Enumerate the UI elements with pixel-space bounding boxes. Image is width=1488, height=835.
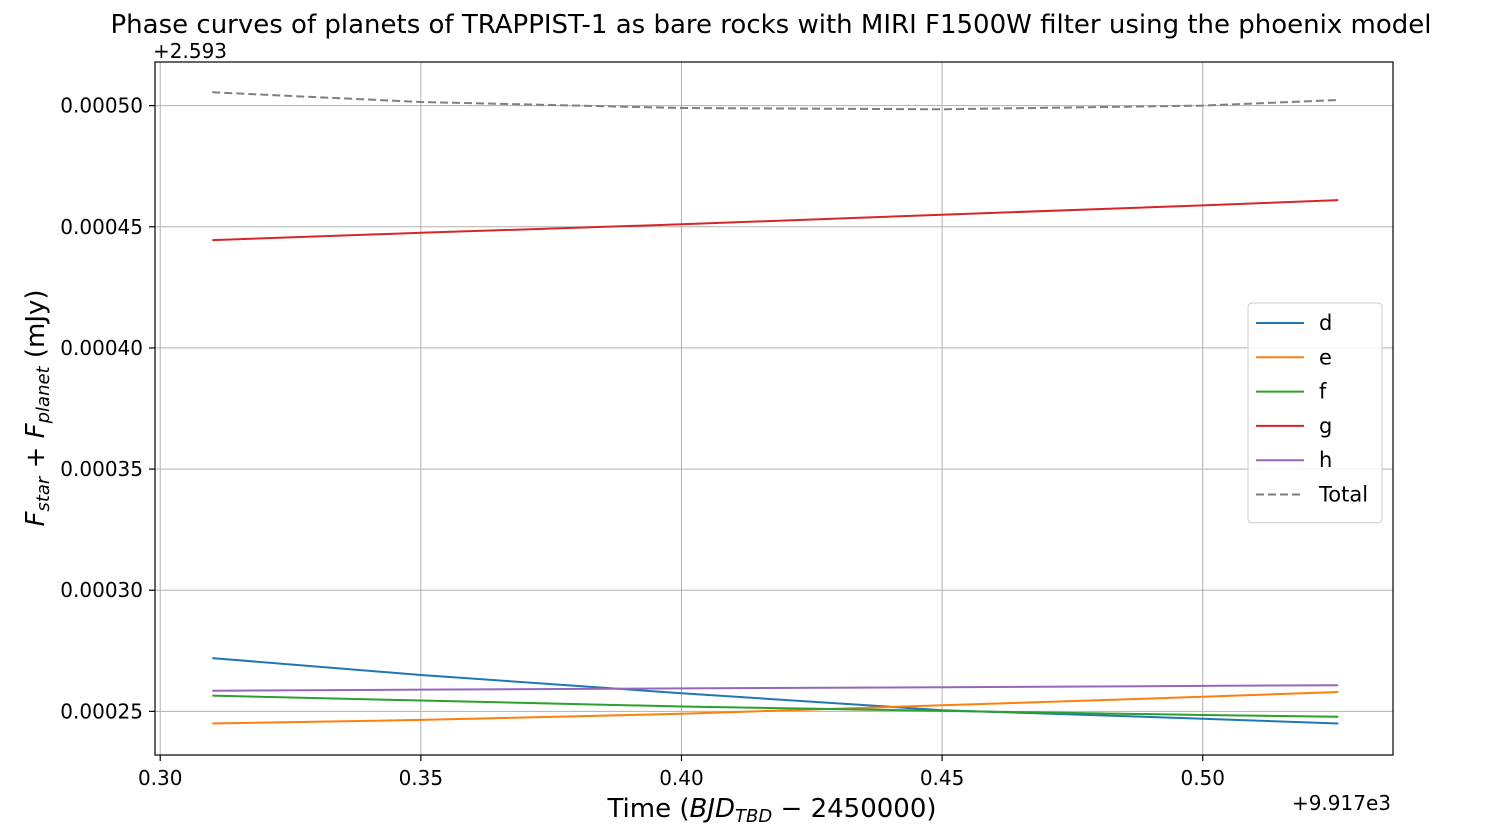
x-axis-label: Time (BJDTBD − 2450000): [606, 794, 936, 827]
series-lines: [212, 91, 1339, 725]
x-axis-label-prefix: Time (: [606, 794, 689, 824]
y-axis-label-f1: F: [21, 511, 51, 527]
x-axis-label-sub: TBD: [735, 806, 772, 827]
y-axis-label-unit: (mJy): [21, 289, 51, 366]
series-line-total: [212, 91, 1339, 111]
x-tick-label: 0.45: [920, 766, 965, 790]
y-axis-label-s1: star: [33, 475, 54, 511]
x-offset-label: +9.917e3: [1292, 791, 1391, 815]
series-line-f: [212, 694, 1339, 718]
y-axis-label-plus: +: [21, 438, 51, 476]
x-tick-label: 0.30: [138, 766, 183, 790]
y-offset-label: +2.593: [153, 39, 227, 63]
x-axis: 0.30 0.35 0.40 0.45 0.50: [138, 755, 1225, 790]
grid: [155, 62, 1393, 755]
x-tick-label: 0.40: [659, 766, 704, 790]
y-tick-label: 0.00025: [60, 699, 143, 723]
y-tick-label: 0.00040: [60, 336, 143, 360]
y-tick-label: 0.00045: [60, 215, 143, 239]
y-axis-label-s2: planet: [33, 365, 54, 424]
y-axis-label: Fstar + Fplanet (mJy): [21, 289, 54, 526]
legend-label: Total: [1318, 483, 1368, 507]
y-axis: 0.00025 0.00030 0.00035 0.00040 0.00045 0.000…: [60, 94, 155, 723]
series-line-h: [212, 684, 1339, 692]
legend-label: d: [1319, 311, 1332, 335]
series-line-g: [212, 199, 1339, 242]
x-axis-label-main: BJD: [690, 794, 736, 824]
y-tick-label: 0.00050: [60, 94, 143, 118]
y-tick-label: 0.00035: [60, 457, 143, 481]
legend-label: e: [1319, 345, 1332, 369]
x-tick-label: 0.35: [399, 766, 444, 790]
chart-title: Phase curves of planets of TRAPPIST-1 as…: [111, 10, 1432, 40]
y-tick-label: 0.00030: [60, 578, 143, 602]
legend-label: f: [1319, 380, 1327, 404]
legend-label: h: [1319, 448, 1332, 472]
series-line-d: [212, 657, 1339, 725]
legend-label: g: [1319, 414, 1332, 438]
plot-frame: [154, 61, 1394, 756]
x-tick-label: 0.50: [1180, 766, 1225, 790]
y-axis-label-f2: F: [21, 422, 51, 438]
x-axis-label-suffix: − 2450000): [772, 794, 936, 824]
